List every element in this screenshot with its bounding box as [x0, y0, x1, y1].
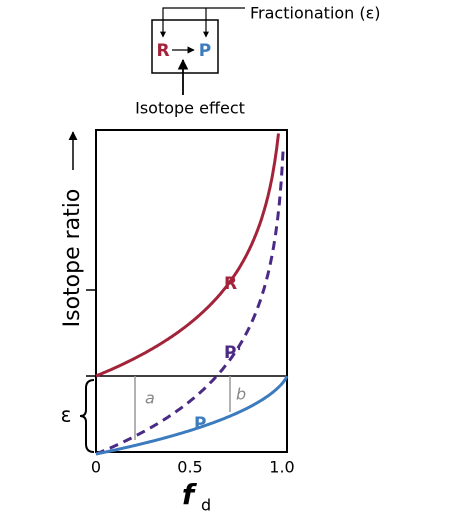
x-tick-label: 0: [91, 458, 101, 477]
segment-label: b: [236, 385, 246, 404]
x-axis-label: f: [182, 478, 198, 511]
curve-p-accumulated: [95, 375, 289, 456]
isotope-effect-label: Isotope effect: [135, 99, 245, 118]
curves: [95, 133, 289, 456]
reaction-box: [151, 19, 219, 74]
segment-label: a: [145, 389, 155, 408]
plot-frame: [95, 129, 288, 453]
curve-label: P': [224, 343, 242, 363]
x-tick-label: 0.5: [177, 458, 202, 477]
curve-label: P: [194, 414, 206, 434]
epsilon-label: ε: [61, 403, 72, 427]
fractionation-lines: [162, 7, 245, 36]
x-axis-subscript: d: [201, 496, 211, 515]
curve-r: [95, 133, 280, 378]
product: P: [199, 41, 211, 61]
curve-p-instant: [95, 148, 285, 456]
curve-label: R: [224, 274, 237, 294]
epsilon-brace: [79, 379, 95, 453]
y-axis-label: Isotope ratio: [60, 189, 85, 328]
reactant: R: [156, 41, 169, 61]
fractionation-label: Fractionation (ε): [250, 4, 381, 23]
x-tick-label: 1.0: [269, 458, 294, 477]
